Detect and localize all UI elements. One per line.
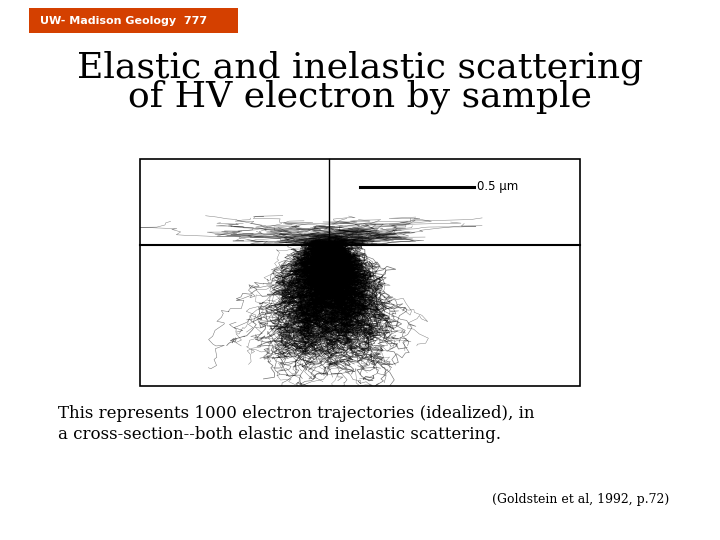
Text: a cross-section--both elastic and inelastic scattering.: a cross-section--both elastic and inelas… <box>58 426 500 443</box>
Text: UW- Madison Geology  777: UW- Madison Geology 777 <box>40 16 207 25</box>
Text: 0.5 μm: 0.5 μm <box>477 180 518 193</box>
Text: of HV electron by sample: of HV electron by sample <box>128 80 592 114</box>
Bar <box>29 8 238 33</box>
Text: Elastic and inelastic scattering: Elastic and inelastic scattering <box>77 50 643 85</box>
Bar <box>140 159 580 386</box>
Text: This represents 1000 electron trajectories (idealized), in: This represents 1000 electron trajectori… <box>58 404 534 422</box>
Text: (Goldstein et al, 1992, p.72): (Goldstein et al, 1992, p.72) <box>492 493 670 506</box>
